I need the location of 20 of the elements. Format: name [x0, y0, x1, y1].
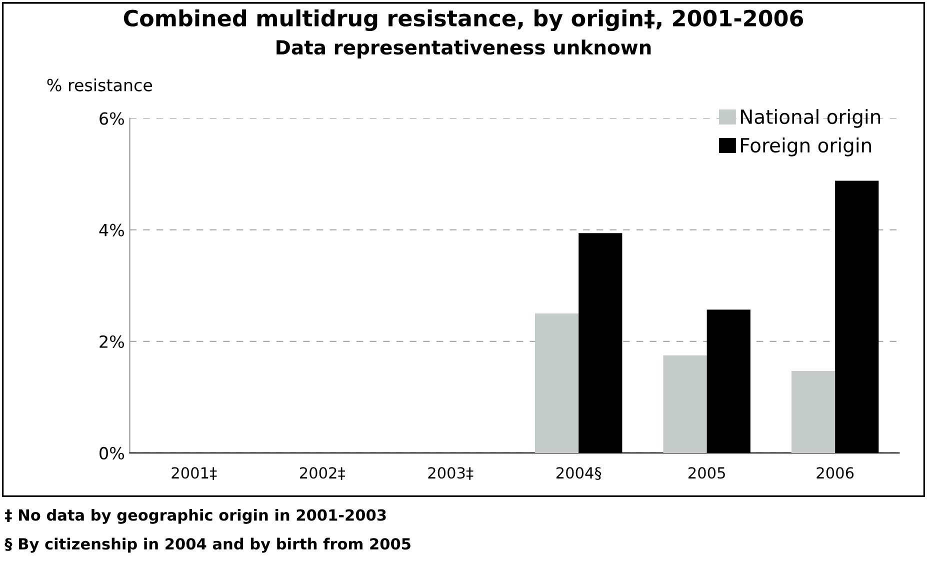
y-tick-label: 0%: [100, 446, 124, 460]
x-tick-label: 2003‡: [428, 467, 474, 480]
y-tick-label: 6%: [100, 112, 124, 125]
chart-subtitle: Data representativeness unknown: [276, 40, 651, 58]
x-tick-label: 2002‡: [300, 467, 345, 480]
x-tick-label: 2005: [688, 467, 725, 479]
bar: [535, 314, 579, 453]
x-tick-label: 2006: [816, 467, 854, 479]
legend-label: National origin: [741, 109, 880, 128]
y-tick-label: 2%: [100, 335, 124, 348]
bar: [663, 355, 707, 453]
bar: [791, 370, 836, 453]
y-axis-title: % resistance: [47, 78, 152, 92]
x-tick-label: 2004§: [556, 467, 602, 480]
y-tick-label: 4%: [99, 224, 124, 236]
chart-title: Combined multidrug resistance, by origin‡, 2001-2006: [124, 9, 804, 32]
legend-label: Foreign origin: [741, 138, 871, 156]
x-tick-label: 2001‡: [172, 467, 217, 480]
text: ‡ No data by geographic origin in 2001-2003: [5, 508, 386, 524]
text: § By citizenship in 2004 and by birth from 2005: [4, 538, 410, 553]
